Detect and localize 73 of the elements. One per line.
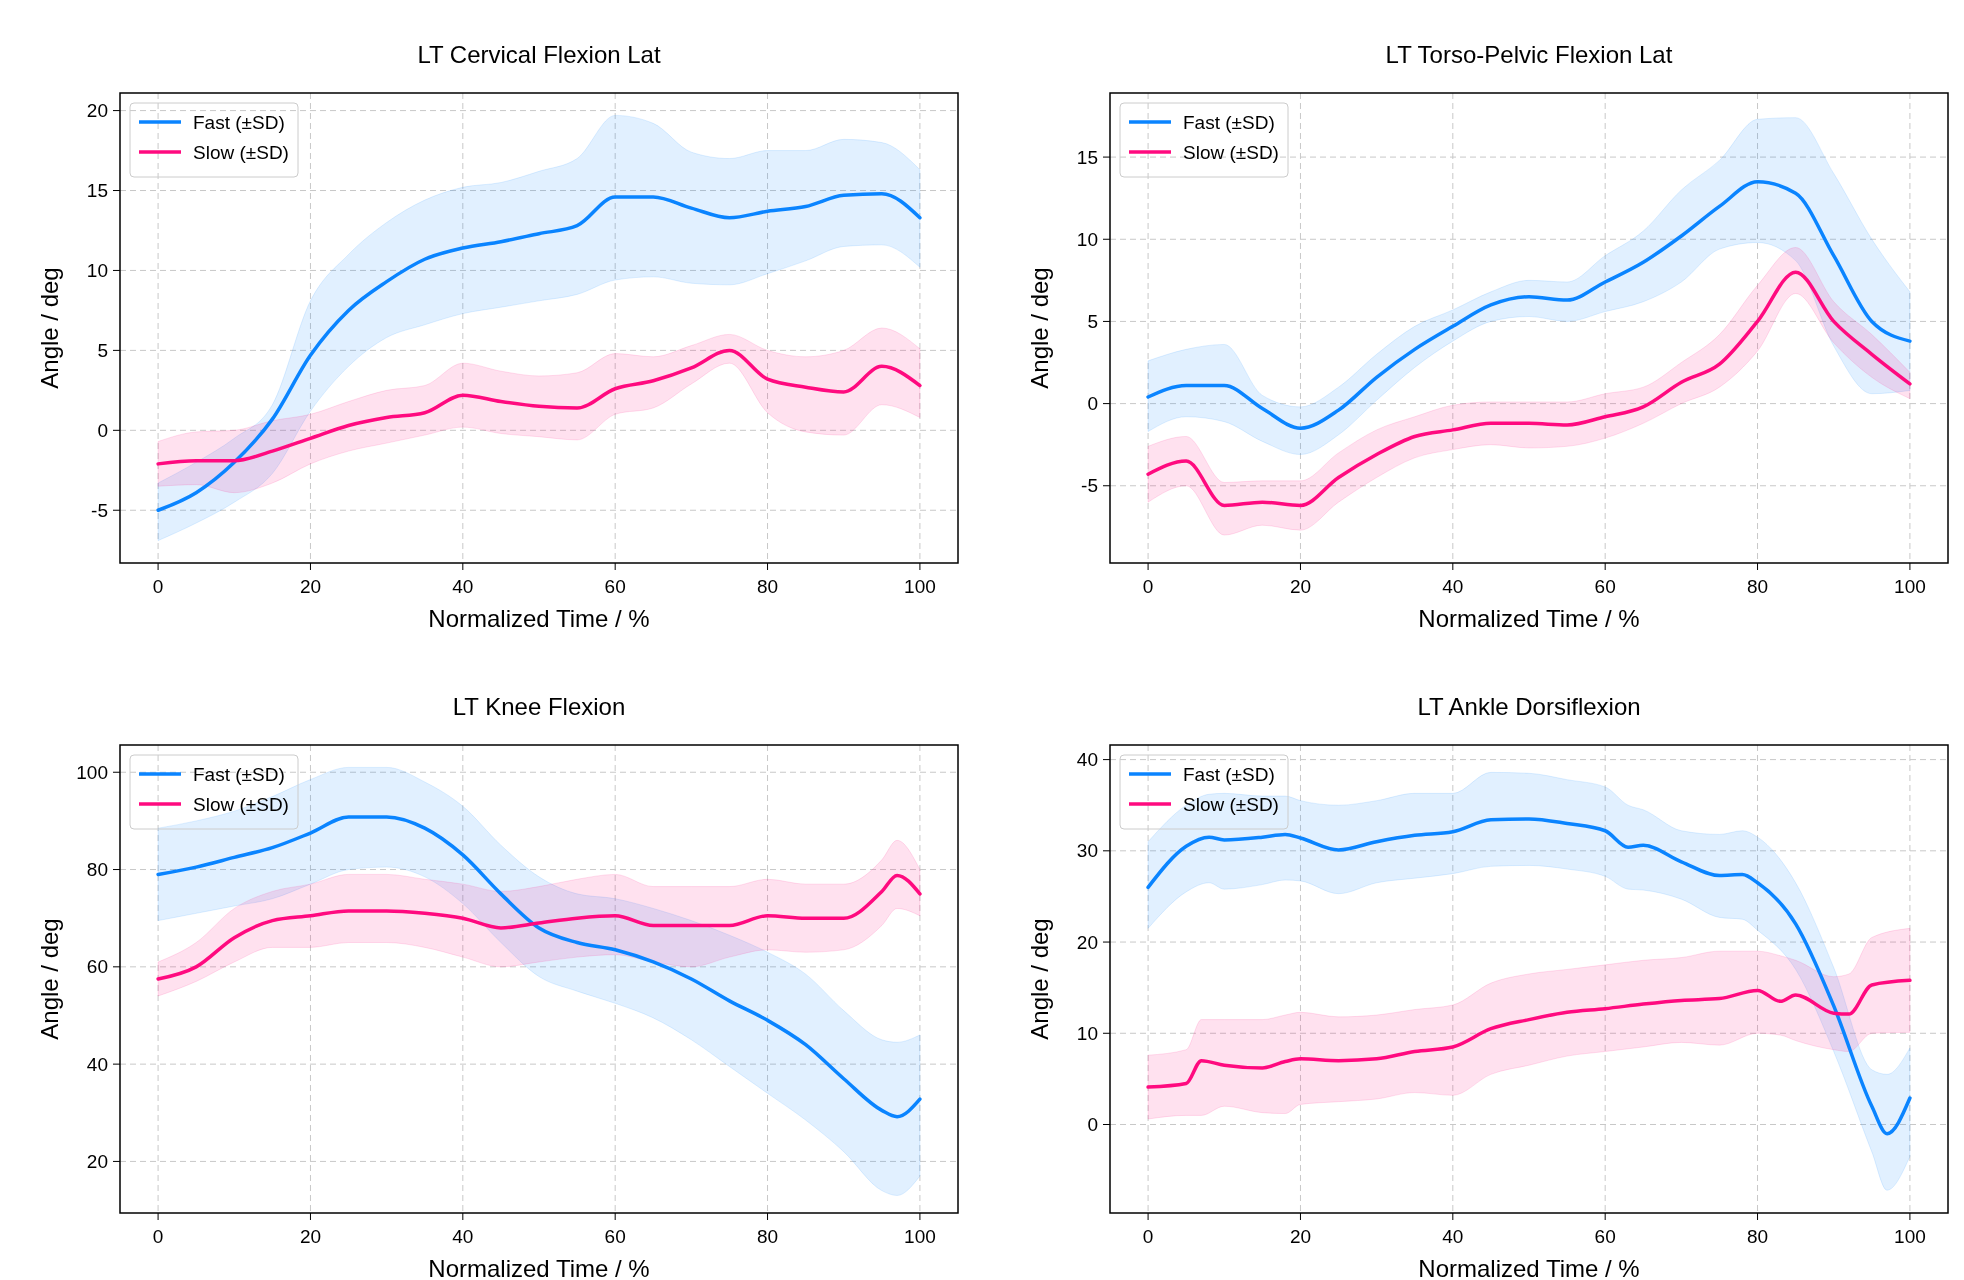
x-tick-label: 100	[1894, 576, 1926, 597]
y-axis-title: Angle / deg	[1026, 918, 1053, 1040]
line-series	[156, 191, 922, 512]
legend-label: Slow (±SD)	[1183, 793, 1279, 815]
x-tick-label: 20	[299, 1226, 322, 1247]
x-tick-label: 0	[1142, 1226, 1154, 1247]
y-tick-label: 15	[86, 180, 108, 202]
legend-label: Fast (±SD)	[193, 111, 285, 133]
y-tick-label: -5	[91, 499, 108, 521]
y-tick-label: 100	[76, 761, 108, 783]
x-tick-label: 40	[1442, 576, 1464, 597]
x-tick-label: 0	[1142, 576, 1154, 597]
x-tick-label: 40	[1442, 1226, 1464, 1247]
y-tick-label: 0	[1087, 393, 1098, 415]
y-tick-label: 20	[86, 100, 108, 122]
x-tick-label: 80	[1746, 576, 1769, 597]
line-series	[156, 815, 922, 1119]
x-axis-title: Normalized Time / %	[1418, 1255, 1640, 1280]
chart-title: LT Torso-Pelvic Flexion Lat	[1385, 41, 1673, 68]
y-tick-label: 0	[97, 419, 108, 441]
y-tick-label: 60	[86, 956, 108, 978]
y-tick-label: -5	[1081, 475, 1098, 497]
x-tick-label: 100	[904, 1226, 936, 1247]
x-tick-label: 60	[1594, 576, 1616, 597]
chart-title: LT Knee Flexion	[452, 693, 626, 720]
x-tick-label: 80	[756, 576, 779, 597]
y-axis-title: Angle / deg	[1026, 267, 1053, 389]
legend-label: Slow (±SD)	[1183, 141, 1279, 163]
y-tick-label: 10	[1076, 228, 1098, 250]
y-tick-label: 30	[1076, 840, 1098, 862]
legend-label: Fast (±SD)	[1183, 111, 1275, 133]
y-tick-label: 5	[97, 340, 108, 362]
line-series	[156, 348, 922, 466]
y-tick-label: 0	[1087, 1114, 1098, 1136]
y-tick-label: 40	[86, 1053, 108, 1075]
x-axis-title: Normalized Time / %	[428, 1255, 650, 1280]
x-tick-label: 100	[904, 576, 936, 597]
x-tick-label: 60	[1594, 1226, 1616, 1247]
y-tick-label: 10	[1076, 1022, 1098, 1044]
line-series	[1146, 270, 1912, 508]
x-tick-label: 80	[756, 1226, 779, 1247]
x-axis-title: Normalized Time / %	[428, 605, 650, 632]
x-axis-title: Normalized Time / %	[1418, 605, 1640, 632]
line-series	[156, 873, 922, 981]
x-tick-label: 40	[452, 576, 474, 597]
y-tick-label: 5	[1087, 311, 1098, 333]
line-series	[1146, 978, 1912, 1089]
x-tick-label: 80	[1746, 1226, 1769, 1247]
chart-title: LT Ankle Dorsiflexion	[1417, 693, 1641, 720]
legend-label: Fast (±SD)	[1183, 763, 1275, 785]
legend-label: Fast (±SD)	[193, 763, 285, 785]
y-axis-title: Angle / deg	[36, 918, 63, 1040]
legend-label: Slow (±SD)	[193, 793, 289, 815]
line-series	[1146, 817, 1912, 1136]
y-tick-label: 10	[86, 260, 108, 282]
x-tick-label: 60	[604, 1226, 626, 1247]
y-axis-title: Angle / deg	[36, 267, 63, 389]
y-tick-label: 40	[1076, 749, 1098, 771]
x-tick-label: 20	[1289, 576, 1312, 597]
y-tick-label: 20	[1076, 931, 1098, 953]
x-tick-label: 20	[1289, 1226, 1312, 1247]
x-tick-label: 40	[452, 1226, 474, 1247]
x-tick-label: 0	[152, 576, 164, 597]
chart-title: LT Cervical Flexion Lat	[417, 41, 661, 68]
legend-label: Slow (±SD)	[193, 141, 289, 163]
x-tick-label: 100	[1894, 1226, 1926, 1247]
y-tick-label: 20	[86, 1151, 108, 1173]
y-tick-label: 15	[1076, 146, 1098, 168]
y-tick-label: 80	[86, 859, 108, 881]
x-tick-label: 20	[299, 576, 322, 597]
x-tick-label: 60	[604, 576, 626, 597]
line-series	[1146, 179, 1912, 430]
x-tick-label: 0	[152, 1226, 164, 1247]
